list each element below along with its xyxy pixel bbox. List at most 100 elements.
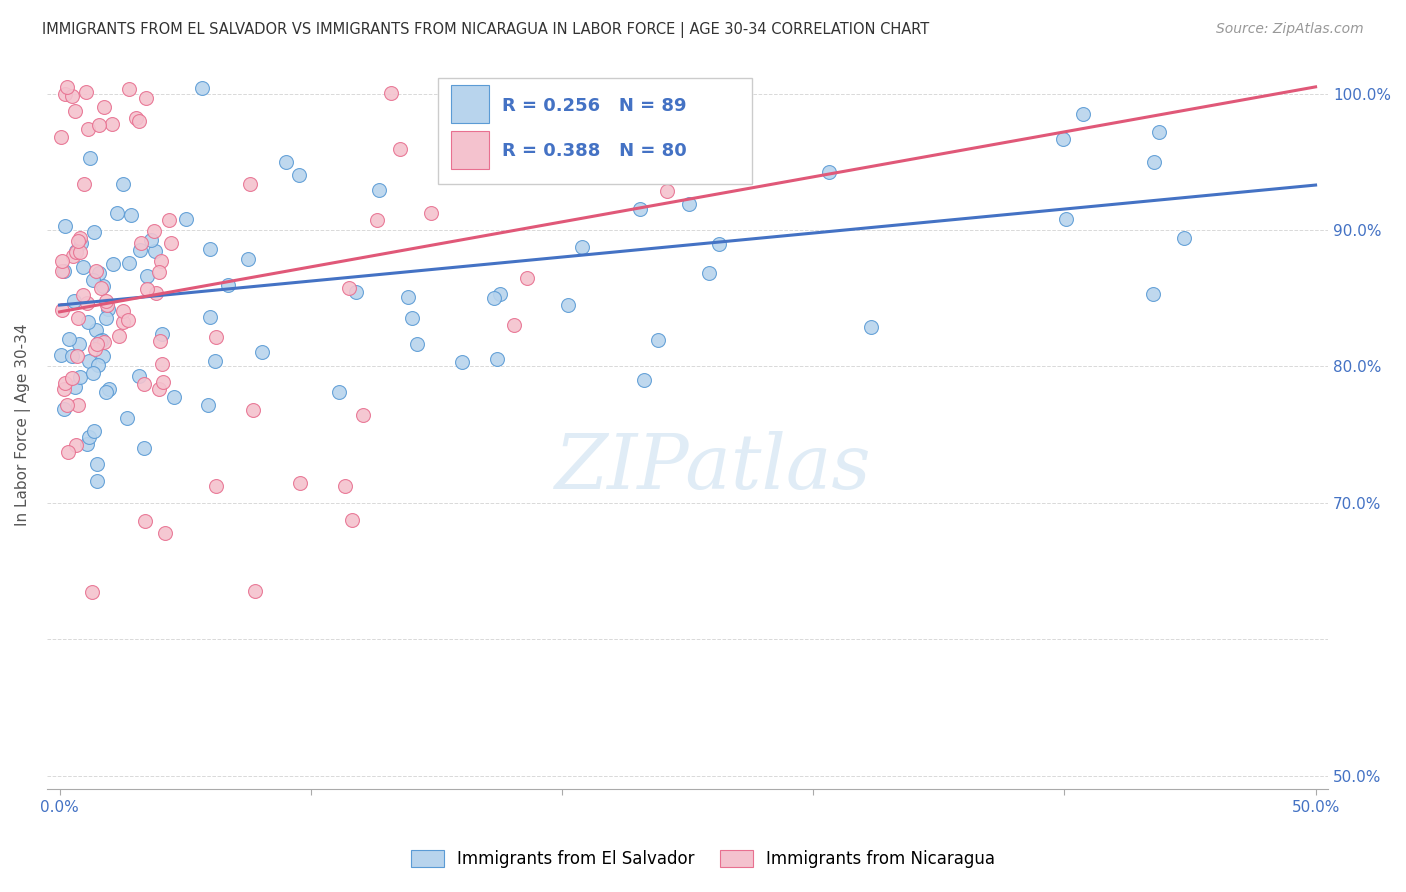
Point bbox=[83, 425, 105, 439]
Point bbox=[352, 409, 374, 423]
Point bbox=[60, 89, 83, 103]
Point bbox=[97, 302, 120, 317]
Point bbox=[89, 266, 111, 280]
Point bbox=[60, 370, 83, 384]
Point bbox=[77, 430, 100, 444]
Point bbox=[274, 154, 297, 169]
Point bbox=[72, 288, 94, 302]
Point bbox=[149, 334, 172, 348]
Point bbox=[143, 244, 166, 258]
Point bbox=[111, 315, 134, 329]
Point bbox=[129, 244, 152, 258]
Point bbox=[366, 213, 388, 227]
Point bbox=[135, 91, 157, 105]
Point bbox=[94, 384, 117, 399]
Point bbox=[1173, 230, 1195, 244]
Point bbox=[344, 285, 367, 300]
Point bbox=[367, 184, 389, 198]
Point bbox=[633, 374, 655, 388]
Point bbox=[63, 379, 86, 393]
Point bbox=[55, 80, 77, 95]
Point bbox=[335, 478, 357, 492]
Point bbox=[152, 376, 174, 390]
Point bbox=[396, 290, 419, 304]
Point bbox=[290, 475, 312, 490]
Point bbox=[155, 525, 177, 540]
Point bbox=[489, 287, 512, 301]
Point bbox=[67, 398, 90, 412]
Point bbox=[676, 167, 699, 181]
Point bbox=[134, 441, 156, 455]
Point bbox=[150, 254, 173, 268]
Point bbox=[96, 298, 118, 312]
Point bbox=[420, 206, 443, 220]
Point bbox=[69, 231, 91, 245]
Point bbox=[73, 177, 96, 191]
Point bbox=[217, 277, 239, 292]
Point bbox=[77, 353, 100, 368]
Point bbox=[134, 377, 156, 392]
Text: R = 0.388   N = 80: R = 0.388 N = 80 bbox=[502, 142, 686, 160]
Point bbox=[53, 87, 76, 101]
Point bbox=[84, 323, 107, 337]
Y-axis label: In Labor Force | Age 30-34: In Labor Force | Age 30-34 bbox=[15, 323, 31, 525]
Point bbox=[69, 369, 91, 384]
Point bbox=[198, 310, 221, 325]
Point bbox=[638, 133, 661, 147]
Point bbox=[87, 119, 110, 133]
Text: Source: ZipAtlas.com: Source: ZipAtlas.com bbox=[1216, 22, 1364, 37]
Point bbox=[105, 206, 128, 220]
Point bbox=[160, 236, 183, 251]
Point bbox=[51, 264, 73, 278]
Point bbox=[599, 104, 621, 119]
Point bbox=[118, 82, 141, 96]
Point bbox=[145, 285, 167, 300]
FancyBboxPatch shape bbox=[450, 131, 489, 169]
Point bbox=[83, 226, 105, 240]
Point bbox=[111, 178, 134, 192]
Point bbox=[87, 359, 110, 373]
Point bbox=[557, 298, 579, 312]
Point bbox=[482, 291, 505, 305]
Point bbox=[65, 244, 87, 259]
FancyBboxPatch shape bbox=[450, 85, 489, 123]
Point bbox=[75, 85, 97, 99]
Point bbox=[76, 437, 98, 451]
Point bbox=[342, 513, 364, 527]
Point bbox=[52, 401, 75, 416]
Point bbox=[197, 398, 219, 412]
Point bbox=[89, 334, 111, 348]
Point bbox=[60, 349, 83, 363]
Point bbox=[125, 111, 148, 125]
Point bbox=[191, 81, 214, 95]
Point bbox=[129, 235, 152, 250]
Point bbox=[250, 345, 273, 359]
Point bbox=[243, 584, 266, 599]
Point bbox=[242, 403, 264, 417]
Point bbox=[49, 129, 72, 144]
Point bbox=[516, 271, 538, 285]
Point bbox=[709, 236, 731, 251]
Point bbox=[94, 311, 117, 326]
Point bbox=[86, 336, 108, 351]
Point bbox=[101, 256, 124, 270]
Point bbox=[401, 311, 423, 326]
Point bbox=[405, 337, 427, 351]
Point bbox=[200, 242, 222, 256]
Point bbox=[120, 208, 142, 222]
Point bbox=[56, 398, 79, 412]
Point bbox=[56, 445, 79, 459]
Point bbox=[90, 281, 112, 295]
Point bbox=[699, 266, 721, 280]
Point bbox=[53, 376, 76, 390]
Point bbox=[1147, 125, 1170, 139]
Point bbox=[141, 233, 163, 247]
Point bbox=[117, 313, 139, 327]
Point bbox=[70, 236, 93, 251]
Point bbox=[69, 244, 91, 259]
Point bbox=[150, 326, 173, 341]
Point bbox=[486, 351, 509, 366]
Point bbox=[647, 334, 669, 348]
Point bbox=[503, 318, 526, 332]
Point bbox=[205, 479, 228, 493]
